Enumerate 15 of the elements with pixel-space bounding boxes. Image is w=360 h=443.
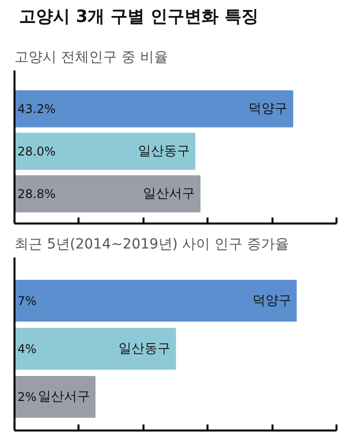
chart-title: 최근 5년(2014~2019년) 사이 인구 증가율 [14, 236, 290, 252]
data-label: 28.0% [18, 144, 56, 158]
data-label: 7% [18, 294, 37, 308]
chart-subtitle: 고양시 전체인구 중 비율 [14, 50, 168, 66]
y-tick-label: 일산동구 [138, 144, 190, 159]
y-tick-label: 일산서구 [142, 186, 195, 202]
data-label: 43.2% [18, 102, 56, 116]
y-tick-label: 덕양구 [252, 293, 292, 308]
data-label: 2% [18, 390, 37, 404]
chart-title: 고양시 3개 구별 인구변화 특징 [19, 6, 259, 29]
data-label: 4% [18, 342, 37, 356]
y-tick-label: 일산서구 [38, 389, 90, 404]
y-tick-label: 덕양구 [248, 101, 288, 116]
data-label: 28.8% [18, 186, 56, 201]
y-tick-label: 일산동구 [118, 341, 170, 356]
